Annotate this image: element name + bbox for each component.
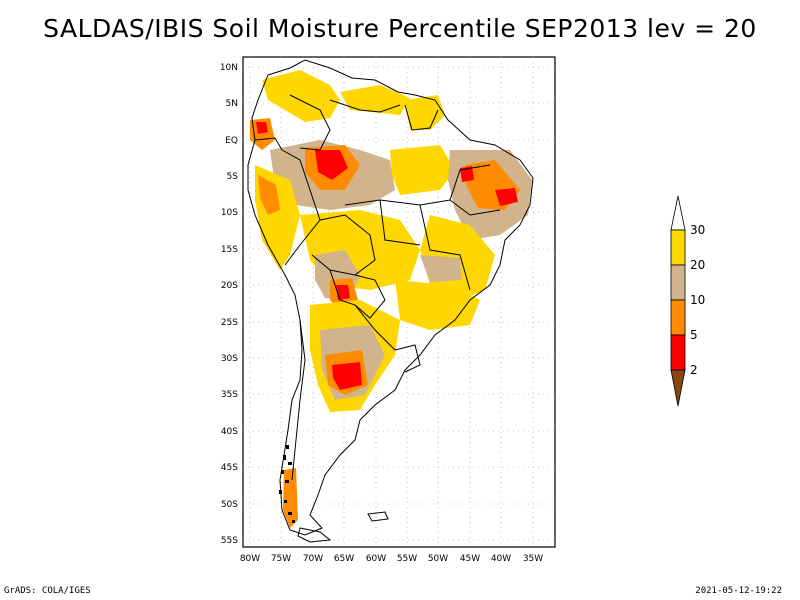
- chile-fjords: [279, 445, 295, 523]
- lat-label: 5N: [226, 99, 238, 109]
- lat-label: 10N: [220, 63, 238, 73]
- colorbar-label: 2: [690, 363, 698, 377]
- lat-label: 30S: [221, 354, 238, 364]
- fill-region-southeast: [395, 280, 480, 330]
- border-colombia: [289, 94, 331, 151]
- map-coastlines: [247, 59, 534, 543]
- colorbar-label: 10: [690, 293, 705, 307]
- lat-label: 55S: [221, 536, 238, 546]
- fill-region-ecuador: [250, 118, 275, 150]
- colorbar-legend: 30 20 10 5 2: [670, 195, 705, 407]
- fill-region-guianas: [405, 95, 445, 130]
- falkland-islands: [367, 511, 389, 522]
- lon-label: 60W: [366, 554, 386, 564]
- colorbar-segment-20: [670, 264, 686, 301]
- lon-label: 45W: [460, 554, 480, 564]
- grads-credit: GrADS: COLA/IGES: [4, 586, 91, 596]
- tierra-del-fuego: [297, 527, 332, 543]
- lon-label: 80W: [240, 554, 260, 564]
- border-argentina: [329, 269, 396, 351]
- fill-region-northeast-red: [495, 188, 518, 206]
- lon-label: 40W: [491, 554, 511, 564]
- longitude-labels: 80W 75W 70W 65W 60W 55W 50W 45W 40W 35W: [240, 554, 543, 564]
- colorbar-label: 5: [690, 328, 698, 342]
- south-america-coastline: [247, 59, 534, 536]
- border-uruguay: [394, 344, 421, 373]
- map-title: SALDAS/IBIS Soil Moisture Percentile SEP…: [43, 14, 757, 43]
- colorbar-segment-5: [670, 334, 686, 371]
- fill-region-ecuador-red: [256, 122, 268, 134]
- latitude-labels: 10N 5N EQ 5S 10S 15S 20S 25S 30S 35S 40S…: [220, 63, 238, 546]
- colorbar-segment-30: [670, 229, 686, 266]
- fill-region-northeast-red2: [460, 166, 474, 182]
- border-chile: [291, 319, 306, 481]
- lat-label: 10S: [221, 208, 238, 218]
- border-ecuador: [254, 137, 283, 151]
- lat-label: 50S: [221, 500, 238, 510]
- border-paraguay: [354, 274, 386, 319]
- lat-label: 15S: [221, 245, 238, 255]
- border-guianas: [404, 104, 439, 131]
- border-venezuela: [329, 99, 401, 113]
- fill-region-amazon-yellow: [390, 145, 455, 195]
- fill-region-chaco-red: [336, 285, 350, 300]
- colorbar-bottom-arrow: [670, 369, 686, 407]
- fill-region-argentina-red: [332, 362, 362, 390]
- lon-label: 55W: [397, 554, 417, 564]
- colorbar-segment-10: [670, 299, 686, 336]
- border-brazil-states: [344, 164, 501, 291]
- fill-region-amazon-red: [315, 150, 348, 180]
- fill-region-central-tan: [420, 255, 462, 282]
- colorbar-top-arrow: [670, 195, 686, 231]
- colorbar-label: 30: [690, 223, 705, 237]
- lon-label: 70W: [303, 554, 323, 564]
- lat-label: 5S: [227, 172, 239, 182]
- lon-label: 65W: [334, 554, 354, 564]
- lon-label: 50W: [428, 554, 448, 564]
- render-timestamp: 2021-05-12-19:22: [695, 586, 782, 596]
- lat-label: 40S: [221, 427, 238, 437]
- border-peru: [281, 149, 321, 266]
- fill-region-peru-orange: [258, 175, 280, 215]
- fill-region-colombia: [262, 70, 340, 122]
- lat-label: 20S: [221, 281, 238, 291]
- lat-label: 35S: [221, 390, 238, 400]
- colorbar-label: 20: [690, 258, 705, 272]
- lon-label: 75W: [271, 554, 291, 564]
- lat-label: EQ: [225, 136, 238, 146]
- lat-label: 25S: [221, 318, 238, 328]
- lat-label: 45S: [221, 463, 238, 473]
- lon-label: 35W: [523, 554, 543, 564]
